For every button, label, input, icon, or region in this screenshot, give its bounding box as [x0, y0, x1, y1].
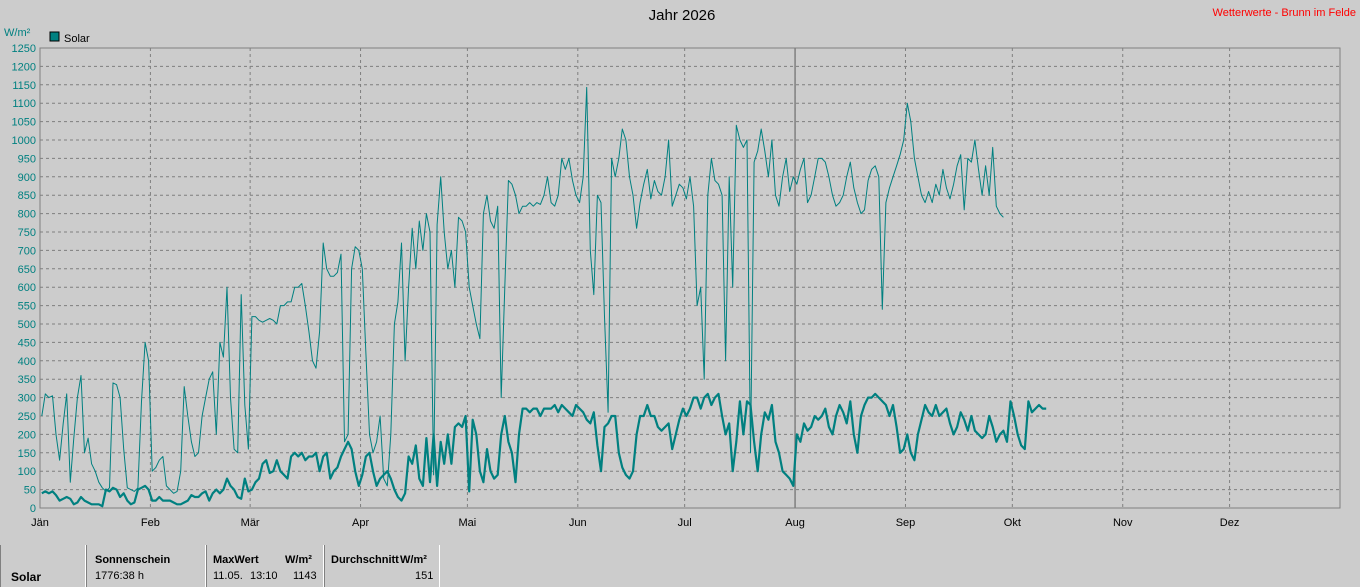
y-tick-label: 900 — [18, 172, 36, 184]
y-tick-label: 600 — [18, 282, 36, 294]
x-tick-label: Jun — [569, 517, 587, 529]
y-axis-ticks: 0 50 100 150 200 250 300 350 400 450 500 550 600 650 7… — [12, 43, 36, 515]
sunshine-header: Sonnenschein — [95, 554, 171, 566]
max-cell: MaxWert W/m² 11.05. 13:10 1143 — [206, 545, 324, 587]
x-tick-label: Nov — [1113, 517, 1133, 529]
average-header: Durchschnitt — [331, 554, 399, 566]
legend: Solar — [49, 31, 90, 45]
y-tick-label: 50 — [24, 485, 36, 497]
x-axis-ticks: Jän Feb Mär Apr Mai Jun Jul Aug Sep Okt Nov Dez — [31, 517, 1239, 529]
sunshine-value: 1776:38 h — [95, 570, 144, 582]
max-date: 11.05. — [213, 570, 243, 582]
series-group — [41, 86, 1047, 508]
y-tick-label: 350 — [18, 374, 36, 386]
y-tick-label: 650 — [18, 264, 36, 276]
x-tick-label: Jän — [31, 517, 49, 529]
average-value: 151 — [415, 570, 434, 582]
average-unit: W/m² — [400, 554, 427, 566]
y-tick-label: 700 — [18, 245, 36, 257]
station-name: Wetterwerte - Brunn im Felde — [1213, 7, 1356, 19]
x-tick-label: Jul — [678, 517, 692, 529]
y-tick-label: 500 — [18, 319, 36, 331]
series-line-daily-max — [41, 86, 1004, 494]
y-tick-label: 1150 — [12, 80, 36, 92]
legend-label: Solar — [64, 33, 90, 45]
y-tick-label: 250 — [18, 411, 36, 423]
chart-title: Jahr 2026 — [649, 7, 716, 24]
x-tick-label: Mär — [241, 517, 260, 529]
y-tick-label: 850 — [18, 190, 36, 202]
y-tick-label: 150 — [18, 448, 36, 460]
stats-row-label: Solar — [11, 570, 42, 584]
y-tick-label: 950 — [18, 153, 36, 165]
average-cell: Durchschnitt W/m² 151 — [324, 545, 440, 587]
x-tick-label: Mai — [459, 517, 477, 529]
y-tick-label: 800 — [18, 209, 36, 221]
plot-frame — [39, 47, 1341, 509]
y-tick-label: 1000 — [12, 135, 36, 147]
y-tick-label: 750 — [18, 227, 36, 239]
y-tick-label: 100 — [18, 466, 36, 478]
x-tick-label: Sep — [896, 517, 916, 529]
y-tick-label: 450 — [18, 337, 36, 349]
y-tick-label: 1100 — [12, 98, 36, 110]
solar-chart: Jahr 2026 Wetterwerte - Brunn im Felde W… — [4, 7, 1356, 529]
y-tick-label: 300 — [18, 393, 36, 405]
y-tick-label: 400 — [18, 356, 36, 368]
x-tick-label: Okt — [1004, 517, 1021, 529]
y-tick-label: 1200 — [12, 61, 36, 73]
y-tick-label: 550 — [18, 301, 36, 313]
x-tick-label: Apr — [352, 517, 369, 529]
stats-row-label-cell: Solar — [0, 545, 86, 587]
legend-swatch — [49, 31, 60, 42]
sunshine-cell: Sonnenschein 1776:38 h — [86, 545, 206, 587]
series-line-daily-avg — [41, 392, 1047, 508]
y-tick-label: 1250 — [12, 43, 36, 55]
y-tick-label: 200 — [18, 429, 36, 441]
max-unit: W/m² — [285, 554, 312, 566]
max-time: 13:10 — [250, 570, 278, 582]
x-tick-label: Dez — [1220, 517, 1240, 529]
plot-area: 0 50 100 150 200 250 300 350 400 450 500 550 600 650 7… — [12, 43, 1341, 529]
statistics-table: Solar Sonnenschein 1776:38 h MaxWert W/m… — [0, 545, 440, 587]
x-tick-label: Feb — [141, 517, 160, 529]
y-tick-label: 1050 — [12, 117, 36, 129]
x-tick-label: Aug — [785, 517, 805, 529]
y-axis-unit: W/m² — [4, 27, 31, 39]
max-header: MaxWert — [213, 554, 259, 566]
y-tick-label: 0 — [30, 503, 36, 515]
max-value: 1143 — [293, 570, 317, 582]
